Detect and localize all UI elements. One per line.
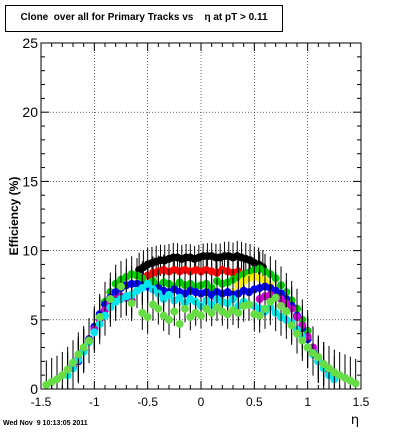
chart-title: Clone over all for Primary Tracks vs η a… [20, 12, 268, 23]
data-point [69, 358, 77, 367]
data-point [95, 313, 104, 322]
x-tick-label: -1.5 [31, 395, 52, 409]
x-tick-label: 0 [198, 395, 205, 409]
y-tick-label: 20 [22, 104, 38, 120]
data-point [197, 311, 205, 320]
data-point [298, 336, 307, 345]
data-point [245, 300, 253, 309]
x-tick-label: -1 [89, 395, 100, 409]
title-box: Clone over all for Primary Tracks vs η a… [5, 5, 283, 32]
data-point [282, 307, 291, 316]
data-points [42, 240, 360, 389]
data-point [351, 379, 360, 388]
x-tick-label: -0.5 [137, 395, 158, 409]
y-tick-label: 15 [22, 173, 38, 189]
data-point [287, 321, 296, 330]
data-point [165, 290, 173, 299]
y-axis-label: Efficiency (%) [7, 177, 21, 256]
data-point [271, 293, 280, 302]
data-point [127, 299, 136, 308]
data-point [170, 307, 179, 316]
data-point [90, 328, 99, 337]
x-axis-label: η [351, 413, 359, 428]
x-tick-label: 0.5 [246, 395, 263, 409]
data-point [207, 308, 216, 317]
data-point [277, 301, 285, 310]
data-point [314, 353, 323, 362]
data-point [261, 304, 269, 313]
data-point [79, 343, 88, 352]
x-tick-label: 1.5 [353, 395, 370, 409]
data-point [85, 336, 93, 345]
timestamp: Wed Nov 9 10:13:05 2011 [3, 420, 88, 427]
data-point [58, 371, 67, 380]
axes: -1.5 -1 -0.5 0 0.5 1 1.5 0 5 10 15 20 25 [22, 35, 369, 409]
data-point [234, 308, 243, 317]
data-point [154, 304, 163, 313]
data-point [143, 279, 152, 288]
data-point [143, 313, 152, 322]
data-point [117, 282, 125, 291]
data-series [42, 267, 360, 389]
y-tick-label: 25 [22, 35, 38, 51]
y-tick-label: 10 [22, 243, 38, 259]
data-point [303, 343, 312, 352]
data-point [106, 295, 115, 304]
data-point [74, 350, 83, 359]
data-point [165, 315, 173, 324]
data-point [175, 319, 184, 328]
data-point [181, 304, 189, 313]
data-point [293, 329, 301, 338]
x-tick-label: 1 [304, 395, 311, 409]
y-tick-label: 5 [30, 312, 38, 328]
data-point [175, 293, 184, 302]
data-point [63, 365, 72, 374]
data-point [255, 311, 264, 320]
y-tick-label: 0 [30, 381, 38, 397]
